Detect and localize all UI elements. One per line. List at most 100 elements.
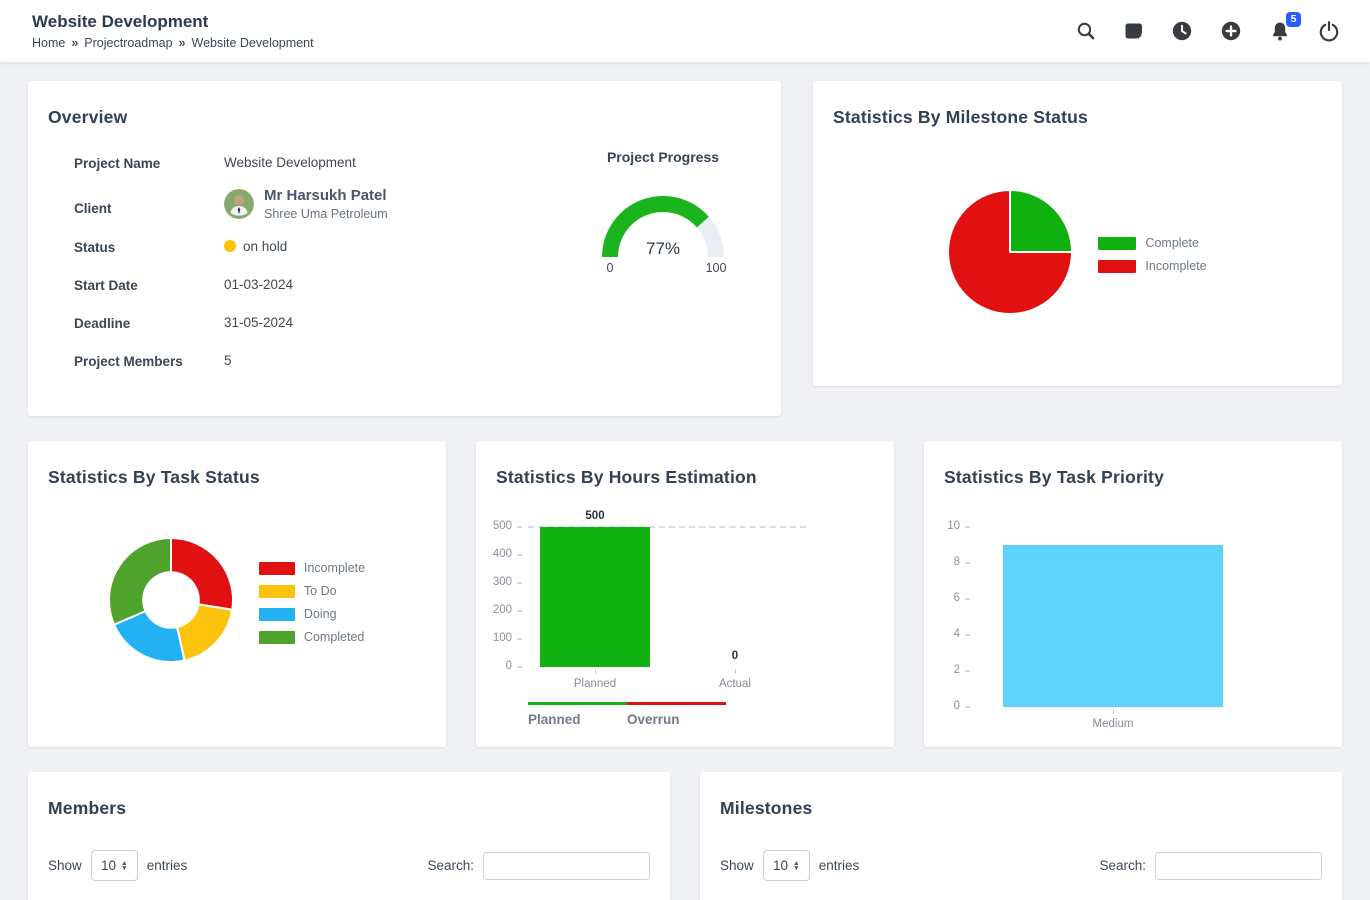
- select-arrows-icon: ▲ ▼: [121, 859, 128, 872]
- legend-swatch: [258, 607, 295, 621]
- task-status-panel: Statistics By Task Status Incomplete To …: [28, 441, 446, 747]
- header-left: Website Development Home » Projectroadma…: [32, 12, 314, 50]
- power-icon[interactable]: [1318, 20, 1340, 42]
- legend-item-doing[interactable]: Doing: [258, 607, 365, 621]
- field-project-name: Project Name Website Development: [74, 155, 761, 171]
- legend-label: Incomplete: [1145, 259, 1207, 273]
- client-info: Mr Harsukh Patel Shree Uma Petroleum: [224, 187, 388, 221]
- field-label: Project Name: [74, 156, 161, 171]
- legend-label-planned: Planned: [528, 712, 581, 727]
- project-progress-title: Project Progress: [606, 149, 720, 165]
- field-deadline: Deadline 31-05-2024: [74, 315, 761, 331]
- breadcrumb-projectroadmap[interactable]: Projectroadmap: [84, 36, 173, 50]
- task-status-donut-chart: [107, 537, 234, 667]
- legend-label-overrun: Overrun: [627, 712, 680, 727]
- field-client: Client Mr Harsukh Patel Shree Uma Petrol…: [74, 187, 761, 221]
- overview-panel: Overview Project Name Website Developmen…: [28, 81, 781, 416]
- field-value: Website Development: [224, 155, 356, 170]
- milestone-legend: Complete Incomplete: [1098, 236, 1207, 273]
- milestone-status-title: Statistics By Milestone Status: [833, 107, 1088, 127]
- hours-estimation-panel: Statistics By Hours Estimation 0 100 200 30…: [476, 441, 894, 747]
- breadcrumb-current: Website Development: [191, 36, 314, 50]
- project-progress: Project Progress 77% 0 100: [573, 149, 753, 280]
- task-priority-panel: Statistics By Task Priority 0 2 4 6 8 10 Mediu…: [924, 441, 1342, 747]
- milestones-page-size-select[interactable]: 10 ▲ ▼: [762, 850, 810, 881]
- notes-icon[interactable]: [1124, 21, 1144, 41]
- members-panel: Members Show 10 ▲ ▼ entries Search:: [28, 772, 670, 900]
- status-dot: [224, 240, 236, 252]
- hours-legend: Planned Overrun: [528, 702, 726, 727]
- legend-item-todo[interactable]: To Do: [258, 584, 365, 598]
- status-text: on hold: [243, 239, 288, 254]
- header-toolbar: 5: [1075, 12, 1340, 42]
- page-title: Website Development: [32, 12, 209, 31]
- milestones-search-input[interactable]: [1155, 851, 1322, 880]
- milestone-status-panel: Statistics By Milestone Status Complete …: [813, 81, 1342, 386]
- entries-label: entries: [818, 858, 860, 873]
- field-start-date: Start Date 01-03-2024: [74, 277, 761, 293]
- hours-estimation-title: Statistics By Hours Estimation: [496, 467, 757, 487]
- legend-label: Completed: [303, 630, 365, 644]
- task-priority-title: Statistics By Task Priority: [944, 467, 1165, 487]
- members-title: Members: [48, 798, 127, 818]
- page-size-value: 10: [101, 858, 117, 873]
- legend-label: Complete: [1145, 236, 1199, 250]
- client-text: Mr Harsukh Patel Shree Uma Petroleum: [264, 187, 388, 221]
- legend-swatch: [1098, 259, 1137, 273]
- search-label: Search:: [427, 858, 474, 873]
- breadcrumb-separator: »: [71, 36, 79, 50]
- task-status-title: Statistics By Task Status: [48, 467, 260, 487]
- legend-item-completed[interactable]: Completed: [258, 630, 365, 644]
- show-label: Show: [720, 858, 754, 873]
- search-icon[interactable]: [1075, 20, 1097, 42]
- svg-text:77%: 77%: [646, 239, 680, 258]
- select-arrows-icon: ▲ ▼: [793, 859, 800, 872]
- svg-text:100: 100: [706, 261, 727, 275]
- legend-swatch-overrun: [627, 702, 726, 705]
- legend-item-complete[interactable]: Complete: [1098, 236, 1206, 250]
- search-label: Search:: [1099, 858, 1146, 873]
- notifications-icon[interactable]: 5: [1269, 12, 1301, 42]
- field-label: Project Members: [74, 354, 183, 369]
- app-header: Website Development Home » Projectroadma…: [0, 0, 1370, 62]
- milestone-status-pie-chart: [947, 189, 1074, 319]
- legend-label: Incomplete: [303, 561, 366, 575]
- legend-swatch: [258, 584, 295, 598]
- task-status-legend: Incomplete To Do Doing Completed: [258, 561, 366, 644]
- svg-text:0: 0: [607, 261, 614, 275]
- client-avatar: [224, 189, 254, 219]
- task-priority-bar-chart: 0 2 4 6 8 10 Medium: [924, 441, 1342, 747]
- legend-item-incomplete[interactable]: Incomplete: [258, 561, 366, 575]
- legend-swatch: [1098, 236, 1137, 250]
- field-value: 01-03-2024: [224, 277, 294, 292]
- field-label: Client: [74, 201, 112, 216]
- legend-item-incomplete[interactable]: Incomplete: [1098, 259, 1207, 273]
- field-label: Deadline: [74, 316, 131, 331]
- breadcrumb: Home » Projectroadmap » Website Developm…: [32, 36, 314, 50]
- overview-fields: Project Name Website Development Client …: [74, 155, 761, 369]
- field-label: Start Date: [74, 278, 138, 293]
- page-content: Overview Project Name Website Developmen…: [0, 62, 1370, 900]
- add-icon[interactable]: [1220, 20, 1242, 42]
- breadcrumb-home[interactable]: Home: [32, 36, 66, 50]
- field-status: Status on hold: [74, 239, 761, 255]
- field-value: 31-05-2024: [224, 315, 294, 330]
- field-value: 5: [224, 353, 232, 368]
- page-size-value: 10: [773, 858, 789, 873]
- notification-badge: 5: [1286, 12, 1301, 27]
- members-search-input[interactable]: [483, 851, 650, 880]
- members-page-size-select[interactable]: 10 ▲ ▼: [90, 850, 138, 881]
- legend-label: To Do: [303, 584, 337, 598]
- field-value: on hold: [224, 239, 287, 254]
- hours-estimation-bar-chart: 0 100 200 300 400 500 500 Planned 0 Actual: [476, 441, 894, 747]
- overview-title: Overview: [48, 107, 128, 127]
- hours-legend-line: [528, 702, 726, 705]
- client-name[interactable]: Mr Harsukh Patel: [264, 187, 387, 204]
- milestones-panel: Milestones Show 10 ▲ ▼ entries Search:: [700, 772, 1342, 900]
- breadcrumb-separator: »: [178, 36, 186, 50]
- legend-swatch-planned: [528, 702, 627, 705]
- clock-icon[interactable]: [1171, 20, 1193, 42]
- entries-label: entries: [146, 858, 188, 873]
- legend-label: Doing: [303, 607, 337, 621]
- project-progress-gauge: 77% 0 100: [573, 177, 753, 280]
